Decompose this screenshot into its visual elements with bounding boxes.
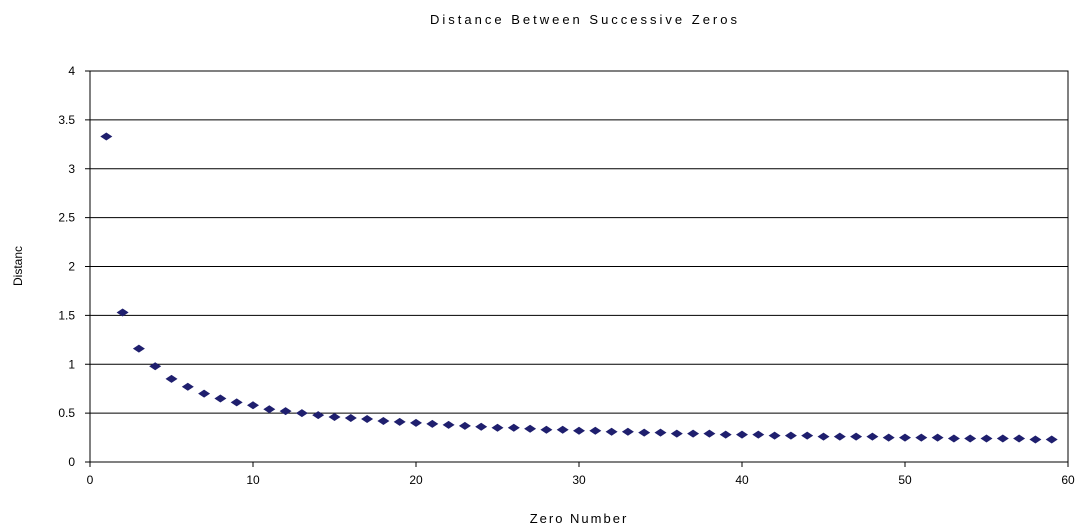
data-point bbox=[230, 398, 243, 407]
data-point bbox=[703, 429, 716, 438]
data-point bbox=[556, 425, 569, 434]
data-point bbox=[165, 374, 178, 383]
data-point bbox=[833, 432, 846, 441]
data-point bbox=[605, 427, 618, 436]
data-point bbox=[687, 429, 700, 438]
data-point bbox=[507, 423, 520, 432]
data-point bbox=[589, 426, 602, 435]
y-axis-ticks: 0 0.5 1 1.5 2 2.5 3 3.5 4 bbox=[58, 64, 90, 469]
data-point bbox=[295, 409, 308, 418]
data-point bbox=[540, 425, 553, 434]
data-point bbox=[393, 417, 406, 426]
data-point bbox=[198, 389, 211, 398]
data-point bbox=[736, 430, 748, 439]
data-point bbox=[377, 416, 390, 425]
y-tick-label: 3 bbox=[68, 162, 75, 176]
data-point bbox=[524, 424, 537, 433]
y-tick-label: 3.5 bbox=[58, 113, 75, 127]
data-point bbox=[1013, 434, 1026, 443]
y-axis-label: Distanc bbox=[11, 246, 25, 286]
x-tick-label: 30 bbox=[572, 473, 586, 487]
data-point bbox=[638, 428, 651, 437]
data-point bbox=[149, 362, 162, 371]
gridlines bbox=[90, 119, 1068, 414]
x-tick-label: 0 bbox=[87, 473, 94, 487]
data-point bbox=[410, 418, 422, 427]
x-tick-label: 60 bbox=[1061, 473, 1075, 487]
data-point bbox=[328, 413, 341, 422]
chart-title: Distance Between Successive Zeros bbox=[430, 12, 740, 27]
data-point bbox=[654, 428, 667, 437]
data-point bbox=[768, 431, 781, 440]
data-point bbox=[964, 434, 977, 443]
y-tick-label: 2 bbox=[68, 260, 75, 274]
y-tick-label: 0 bbox=[68, 455, 75, 469]
data-point bbox=[247, 401, 259, 410]
data-point bbox=[361, 414, 374, 423]
data-point bbox=[801, 431, 814, 440]
data-point bbox=[344, 414, 357, 423]
y-tick-label: 0.5 bbox=[58, 406, 75, 420]
x-tick-label: 10 bbox=[246, 473, 260, 487]
y-tick-label: 2.5 bbox=[58, 211, 75, 225]
data-point bbox=[752, 430, 765, 439]
data-point bbox=[116, 308, 129, 317]
x-tick-label: 20 bbox=[409, 473, 423, 487]
data-point bbox=[850, 432, 863, 441]
data-point bbox=[931, 433, 944, 442]
data-point bbox=[214, 394, 227, 403]
data-point bbox=[621, 427, 634, 436]
data-point bbox=[312, 411, 325, 420]
data-point bbox=[996, 434, 1009, 443]
x-tick-label: 40 bbox=[735, 473, 749, 487]
data-point bbox=[980, 434, 993, 443]
data-point bbox=[475, 422, 488, 431]
data-point bbox=[573, 426, 585, 435]
data-point bbox=[458, 421, 471, 430]
x-tick-label: 50 bbox=[898, 473, 912, 487]
data-point bbox=[915, 433, 928, 442]
data-point bbox=[181, 382, 194, 391]
data-point bbox=[784, 431, 797, 440]
data-point bbox=[1029, 435, 1042, 444]
y-tick-label: 4 bbox=[68, 64, 75, 78]
x-axis-label: Zero Number bbox=[530, 511, 629, 526]
data-points bbox=[100, 132, 1058, 444]
data-point bbox=[882, 433, 895, 442]
data-point bbox=[899, 433, 911, 442]
data-point bbox=[491, 423, 504, 432]
data-point bbox=[817, 432, 830, 441]
x-axis-ticks: 0 10 20 30 40 50 60 bbox=[87, 462, 1075, 487]
y-tick-label: 1.5 bbox=[58, 308, 75, 322]
data-point bbox=[442, 420, 455, 429]
data-point bbox=[947, 434, 960, 443]
data-point bbox=[670, 429, 683, 438]
y-tick-label: 1 bbox=[68, 357, 75, 371]
data-point bbox=[719, 430, 732, 439]
data-point bbox=[132, 344, 145, 353]
data-point bbox=[426, 419, 439, 428]
data-point bbox=[263, 405, 276, 414]
data-point bbox=[866, 432, 879, 441]
data-point bbox=[279, 407, 292, 416]
data-point bbox=[100, 132, 113, 141]
data-point bbox=[1045, 435, 1058, 444]
